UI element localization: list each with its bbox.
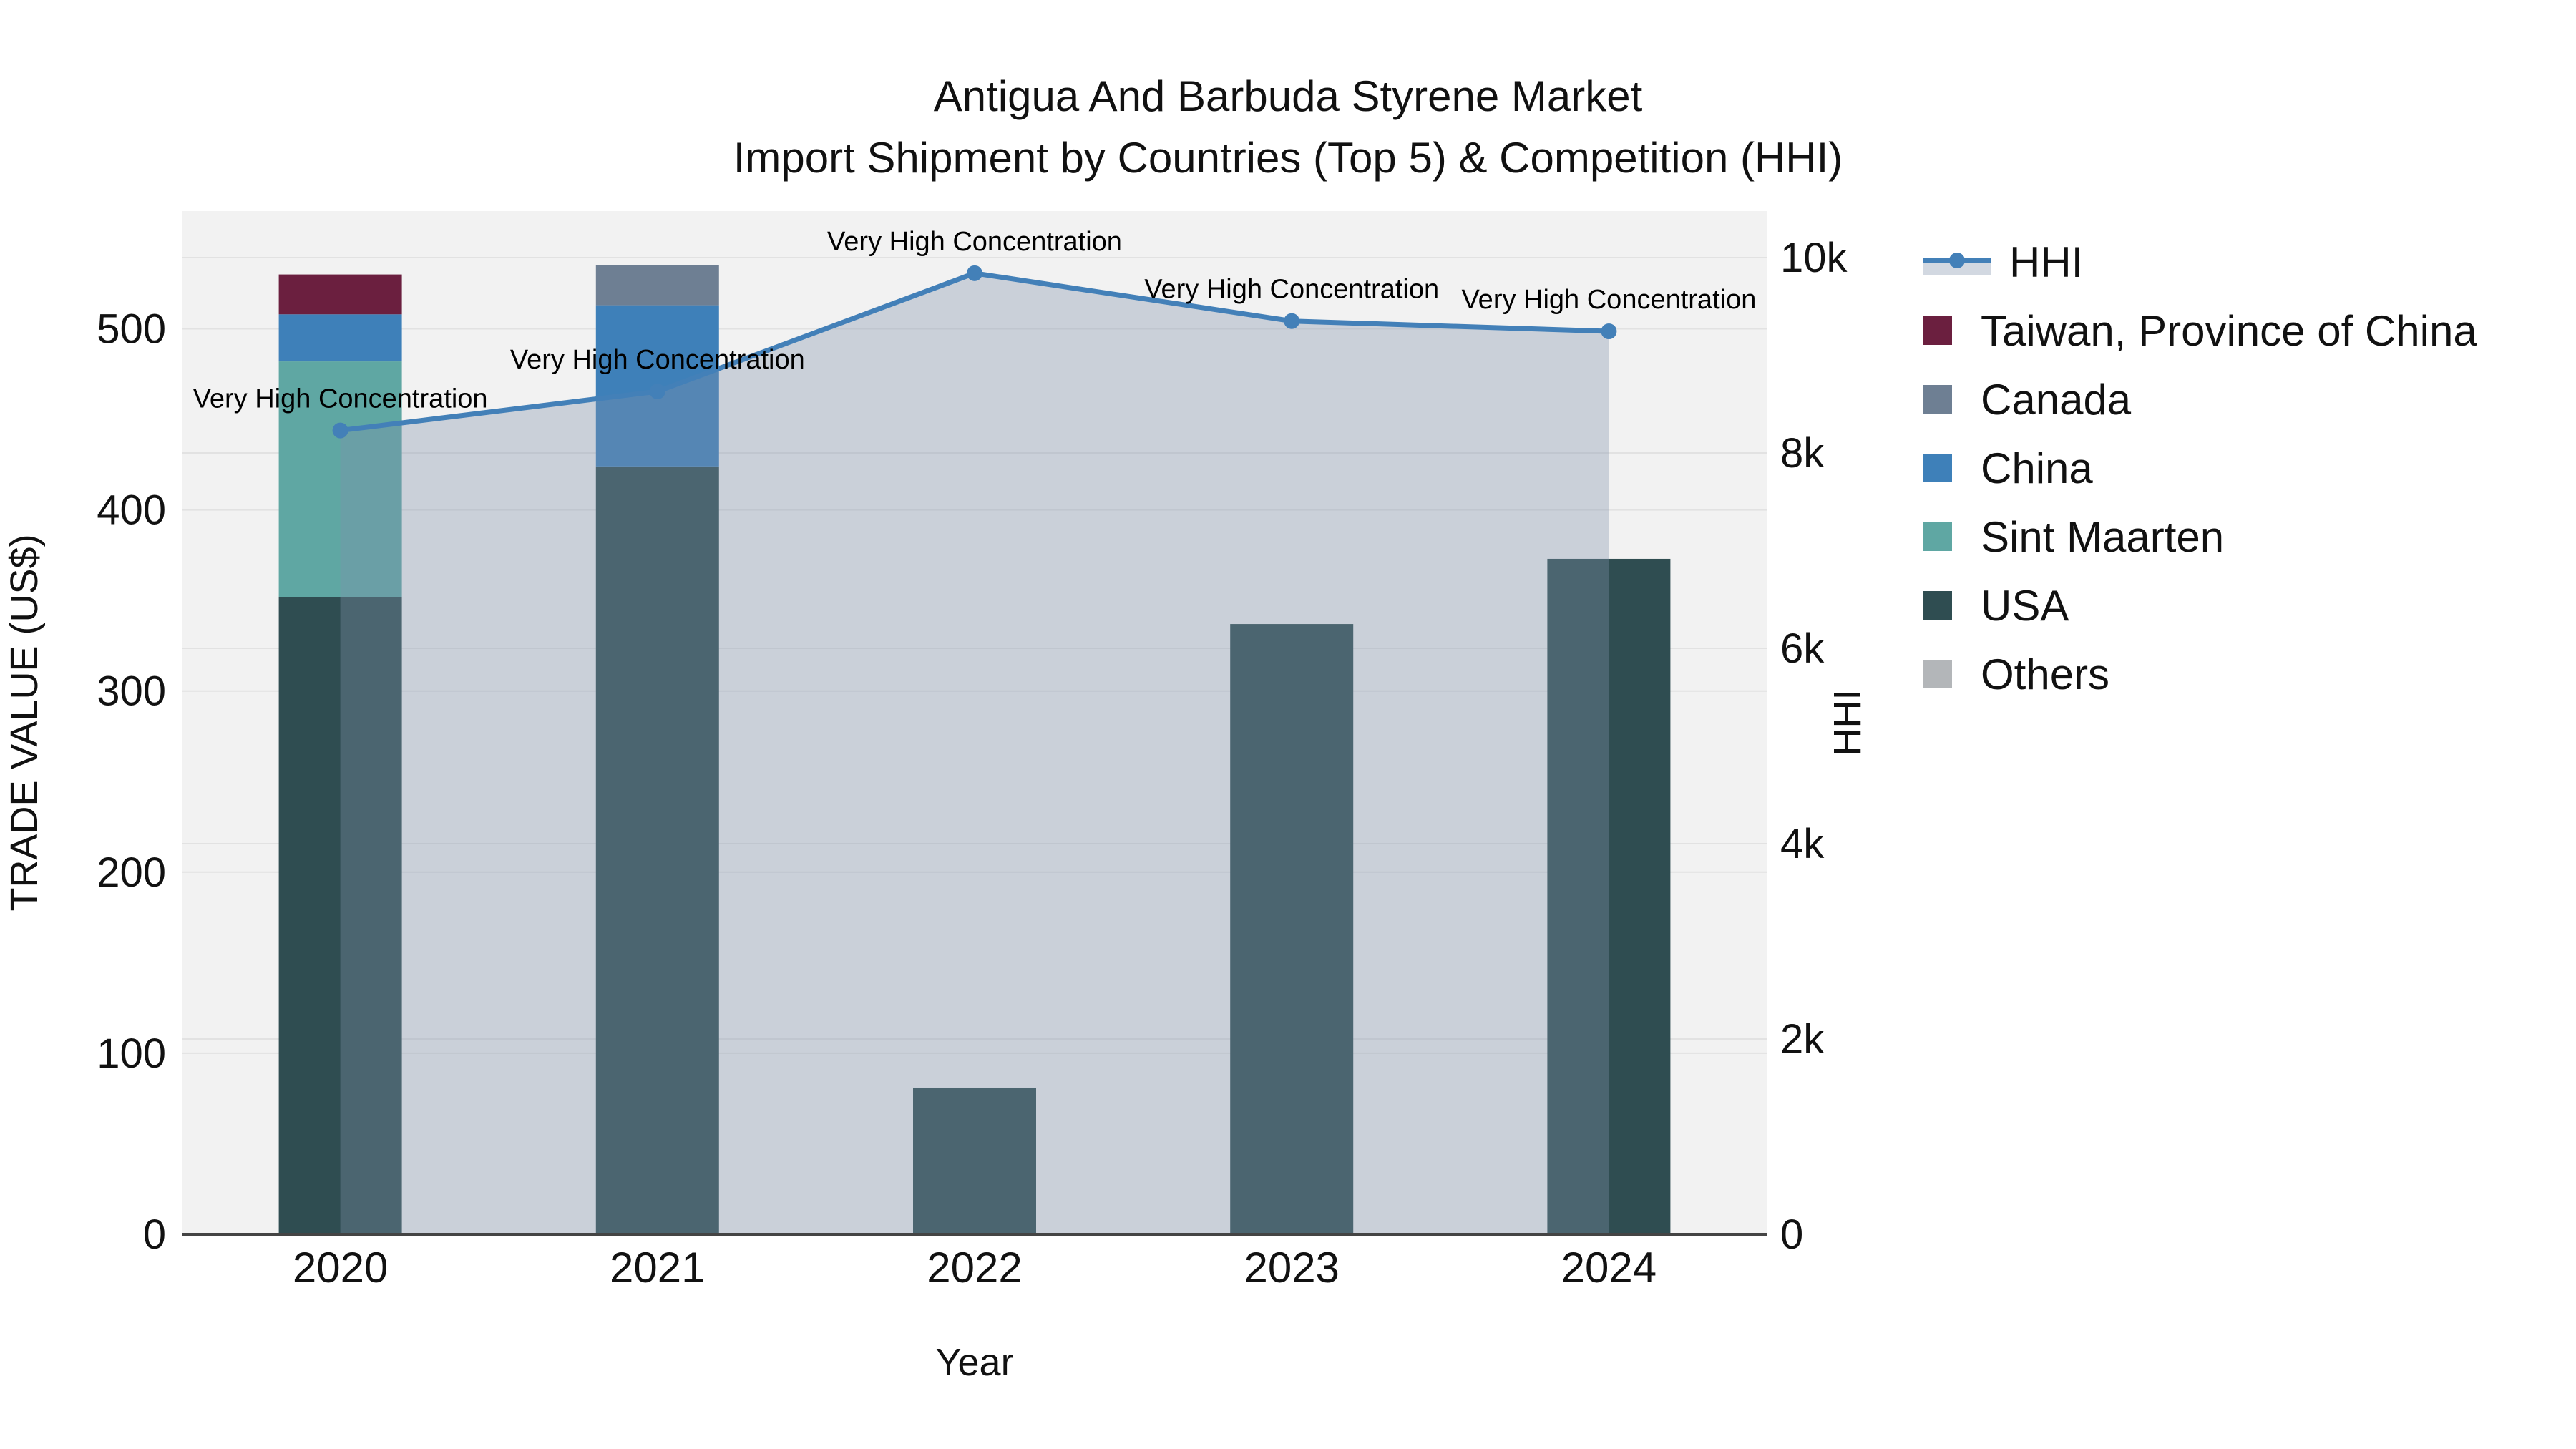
legend-label: USA [1981, 581, 2069, 630]
hhi-area-fill [340, 273, 1609, 1235]
left-tick-500: 500 [97, 306, 166, 353]
x-axis-title: Year [935, 1341, 1013, 1384]
legend-swatch-icon [1923, 522, 1952, 551]
plot-area[interactable] [182, 211, 1767, 1234]
annotation-2023: Very High Concentration [1144, 275, 1439, 305]
left-tick-0: 0 [143, 1211, 166, 1258]
annotation-2022: Very High Concentration [827, 227, 1122, 257]
x-tick-2020: 2020 [293, 1244, 388, 1292]
legend-label: HHI [2009, 238, 2084, 286]
hhi-marker-2022 [967, 265, 982, 281]
annotation-2021: Very High Concentration [510, 345, 805, 375]
legend-swatch-icon [1923, 660, 1952, 688]
bar-segment-2021-usa [595, 466, 719, 1235]
annotation-2020: Very High Concentration [193, 384, 488, 414]
bar-segment-2023-usa [1230, 624, 1354, 1234]
legend-label: Taiwan, Province of China [1981, 306, 2477, 355]
left-tick-100: 100 [97, 1030, 166, 1077]
hhi-marker-2021 [649, 383, 665, 399]
right-tick-0: 0 [1780, 1211, 1803, 1258]
legend-item-others[interactable]: Others [1923, 640, 2477, 708]
bar-segment-2020-usa [278, 597, 402, 1234]
chart-title: Antigua And Barbuda Styrene Market Impor… [0, 66, 2576, 189]
x-tick-2021: 2021 [610, 1244, 705, 1292]
legend: HHI Taiwan, Province of China Canada China S… [1923, 228, 2477, 708]
annotation-2024: Very High Concentration [1461, 285, 1756, 315]
hhi-legend-sample-part [1949, 253, 1965, 268]
chart-title-line1: Antigua And Barbuda Styrene Market [933, 72, 1643, 120]
legend-swatch-icon [1923, 385, 1952, 414]
hhi-marker-2020 [332, 422, 348, 439]
legend-item-china[interactable]: China [1923, 434, 2477, 502]
right-axis-title: HHI [1826, 690, 1869, 756]
right-tick-10k: 10k [1780, 235, 1848, 281]
bar-segment-2024-usa [1547, 558, 1671, 1234]
left-tick-200: 200 [97, 849, 166, 896]
legend-label: Sint Maarten [1981, 512, 2225, 561]
legend-label: Canada [1981, 375, 2132, 424]
left-tick-400: 400 [97, 487, 166, 534]
legend-item-taiwan-province-of-china[interactable]: Taiwan, Province of China [1923, 296, 2477, 365]
legend-label: China [1981, 444, 2093, 492]
left-tick-300: 300 [97, 668, 166, 715]
bar-segment-2022-usa [913, 1087, 1036, 1234]
hhi-marker-2024 [1601, 323, 1617, 340]
bar-segment-2020-sint-maarten [278, 361, 402, 597]
legend-item-canada[interactable]: Canada [1923, 365, 2477, 434]
right-tick-2k: 2k [1780, 1016, 1825, 1063]
legend-label: Others [1981, 650, 2110, 698]
right-tick-4k: 4k [1780, 821, 1825, 867]
legend-item-sint-maarten[interactable]: Sint Maarten [1923, 502, 2477, 571]
legend-swatch-icon [1923, 316, 1952, 345]
legend-item-hhi[interactable]: HHI [1923, 228, 2477, 296]
bar-segment-2021-canada [595, 265, 719, 306]
legend-swatch-icon [1923, 454, 1952, 482]
x-tick-2022: 2022 [927, 1244, 1022, 1292]
bar-segment-2020-taiwan-province-of-china [278, 274, 402, 315]
legend-swatch-icon [1923, 591, 1952, 620]
bar-segment-2020-china [278, 314, 402, 362]
x-tick-2024: 2024 [1561, 1244, 1657, 1292]
chart-title-line2: Import Shipment by Countries (Top 5) & C… [733, 134, 1843, 182]
hhi-marker-2023 [1284, 313, 1300, 329]
legend-item-usa[interactable]: USA [1923, 571, 2477, 640]
right-tick-6k: 6k [1780, 625, 1825, 672]
x-tick-2023: 2023 [1244, 1244, 1339, 1292]
right-tick-8k: 8k [1780, 430, 1825, 477]
hhi-legend-sample-icon [1923, 248, 1991, 276]
left-axis-title: TRADE VALUE (US$) [3, 534, 46, 911]
